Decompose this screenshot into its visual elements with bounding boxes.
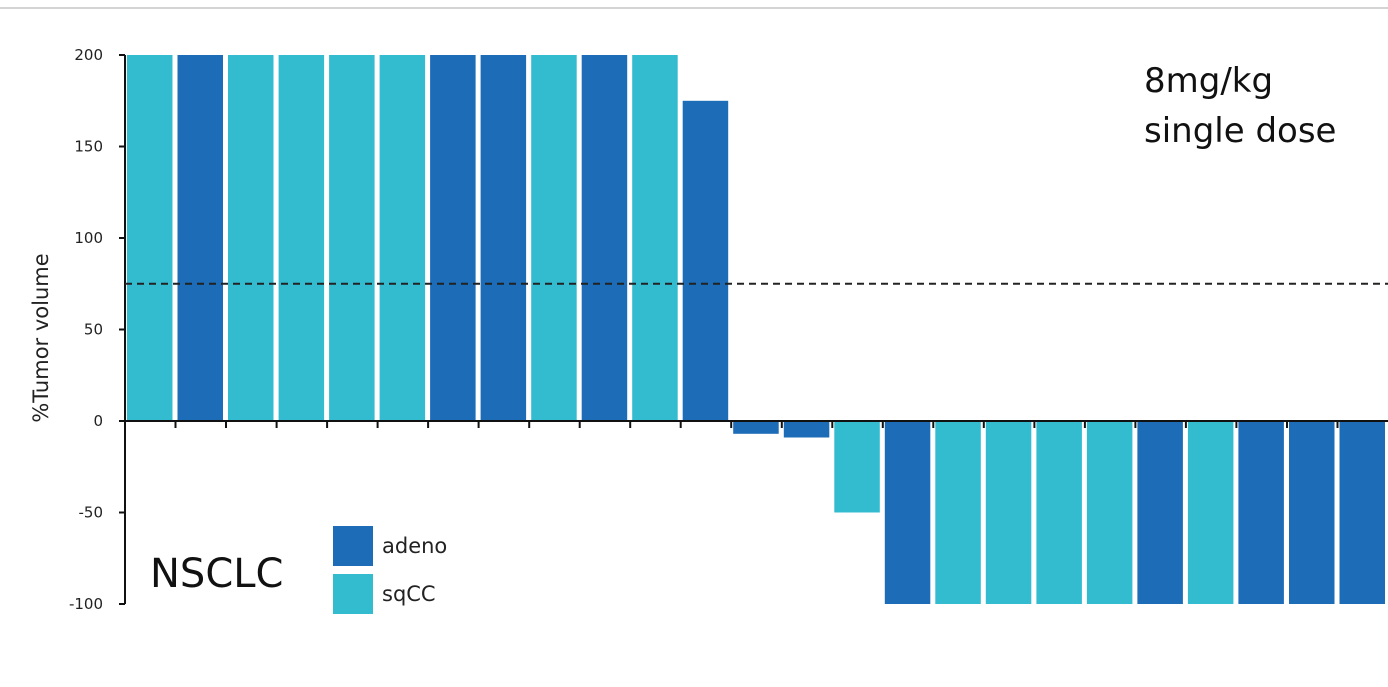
bar-21-adeno [1137,421,1183,604]
y-tick-label: 100 [74,229,103,247]
bar-20-sqcc [1086,421,1133,604]
y-tick-label: -100 [69,595,103,613]
group-label: NSCLC [150,551,283,597]
annotation-line-1: 8mg/kg [1144,61,1273,101]
bar-8-adeno [480,55,527,421]
bar-16-adeno [884,421,931,604]
y-tick-label: 200 [74,46,103,64]
bar-2-adeno [177,55,223,421]
bar-4-sqcc [278,55,325,421]
y-tick-label: 150 [74,138,103,156]
legend-swatch-sqcc [333,574,373,614]
bar-23-adeno [1238,421,1284,604]
y-tick-label: 0 [93,412,103,430]
bar-15-sqcc [834,421,880,513]
y-axis-label: %Tumor volume [29,253,53,422]
annotation-line-2: single dose [1144,111,1336,151]
y-tick-label: 50 [84,321,103,339]
bar-25-adeno [1339,421,1385,604]
bar-1-sqcc [127,55,173,421]
bar-9-sqcc [531,55,577,421]
legend-label-adeno: adeno [382,534,447,558]
bar-11-sqcc [632,55,678,421]
legend-label-sqcc: sqCC [382,582,436,606]
legend-swatch-adeno [333,526,373,566]
bar-18-sqcc [985,421,1032,604]
bars-layer [127,55,1385,604]
bar-3-sqcc [228,55,274,421]
bar-6-sqcc [379,55,426,421]
bar-22-sqcc [1187,421,1234,604]
top-divider [0,7,1388,9]
bar-7-adeno [430,55,476,421]
bar-24-adeno [1289,421,1335,604]
bar-19-sqcc [1036,421,1082,604]
bar-10-adeno [581,55,628,421]
bar-13-adeno [733,421,779,434]
bar-12-adeno [682,100,729,422]
bar-14-adeno [783,421,830,438]
bar-17-sqcc [935,421,981,604]
bar-5-sqcc [329,55,375,421]
y-tick-label: -50 [79,504,104,522]
axis-layer: -100 -50 0 50 100 150 200 [69,46,1388,613]
